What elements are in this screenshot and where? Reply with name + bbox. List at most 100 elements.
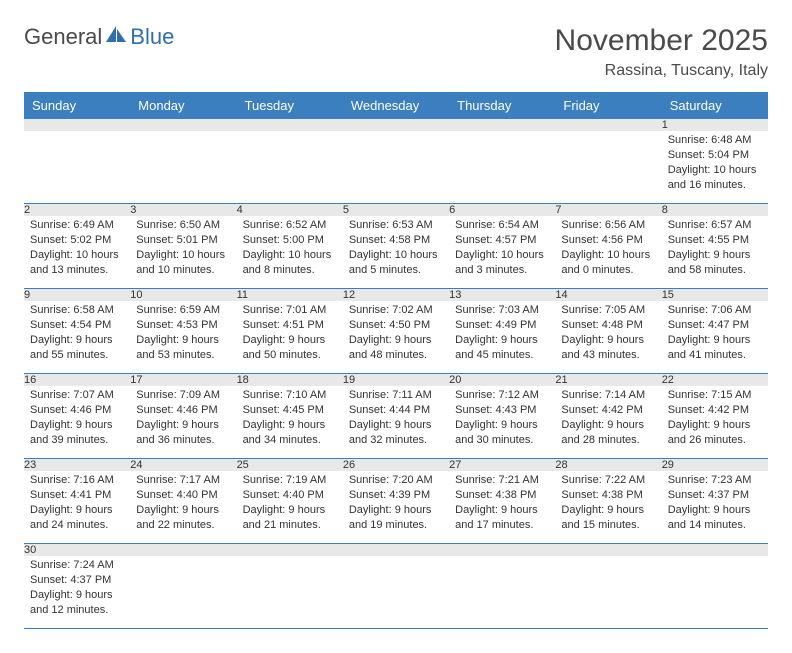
sunrise-line: Sunrise: 6:52 AM — [243, 218, 337, 233]
day-cell: Sunrise: 7:20 AMSunset: 4:39 PMDaylight:… — [343, 471, 449, 544]
location: Rassina, Tuscany, Italy — [555, 62, 768, 80]
day-body-row: Sunrise: 6:49 AMSunset: 5:02 PMDaylight:… — [24, 216, 768, 289]
daylight-line: Daylight: 9 hours and 28 minutes. — [561, 418, 655, 448]
day-cell: Sunrise: 6:59 AMSunset: 4:53 PMDaylight:… — [130, 301, 236, 374]
day-number-cell: 9 — [24, 289, 130, 302]
day-cell: Sunrise: 6:49 AMSunset: 5:02 PMDaylight:… — [24, 216, 130, 289]
day-number-row: 30 — [24, 544, 768, 557]
day-cell — [130, 556, 236, 629]
day-body-row: Sunrise: 7:24 AMSunset: 4:37 PMDaylight:… — [24, 556, 768, 629]
day-cell: Sunrise: 7:22 AMSunset: 4:38 PMDaylight:… — [555, 471, 661, 544]
day-cell — [130, 131, 236, 204]
day-detail: Sunrise: 7:05 AMSunset: 4:48 PMDaylight:… — [555, 301, 661, 366]
sunset-line: Sunset: 4:49 PM — [455, 318, 549, 333]
day-cell — [555, 556, 661, 629]
day-detail: Sunrise: 7:07 AMSunset: 4:46 PMDaylight:… — [24, 386, 130, 451]
sunset-line: Sunset: 4:38 PM — [561, 488, 655, 503]
day-number-cell: 7 — [555, 204, 661, 217]
sunrise-line: Sunrise: 6:59 AM — [136, 303, 230, 318]
day-detail: Sunrise: 6:50 AMSunset: 5:01 PMDaylight:… — [130, 216, 236, 281]
day-number-cell: 19 — [343, 374, 449, 387]
day-number-cell: 25 — [237, 459, 343, 472]
day-detail: Sunrise: 7:23 AMSunset: 4:37 PMDaylight:… — [662, 471, 768, 536]
day-number-row: 9101112131415 — [24, 289, 768, 302]
day-number-cell: 29 — [662, 459, 768, 472]
day-number-cell: 3 — [130, 204, 236, 217]
daylight-line: Daylight: 9 hours and 19 minutes. — [349, 503, 443, 533]
day-detail: Sunrise: 7:20 AMSunset: 4:39 PMDaylight:… — [343, 471, 449, 536]
day-cell: Sunrise: 7:10 AMSunset: 4:45 PMDaylight:… — [237, 386, 343, 459]
day-number-cell: 6 — [449, 204, 555, 217]
daylight-line: Daylight: 9 hours and 53 minutes. — [136, 333, 230, 363]
sunset-line: Sunset: 4:44 PM — [349, 403, 443, 418]
sunrise-line: Sunrise: 6:53 AM — [349, 218, 443, 233]
day-of-week-row: SundayMondayTuesdayWednesdayThursdayFrid… — [24, 92, 768, 119]
day-detail: Sunrise: 6:49 AMSunset: 5:02 PMDaylight:… — [24, 216, 130, 281]
day-detail: Sunrise: 7:09 AMSunset: 4:46 PMDaylight:… — [130, 386, 236, 451]
day-number-row: 16171819202122 — [24, 374, 768, 387]
day-cell: Sunrise: 7:11 AMSunset: 4:44 PMDaylight:… — [343, 386, 449, 459]
sunrise-line: Sunrise: 7:14 AM — [561, 388, 655, 403]
day-detail: Sunrise: 6:57 AMSunset: 4:55 PMDaylight:… — [662, 216, 768, 281]
day-cell: Sunrise: 7:01 AMSunset: 4:51 PMDaylight:… — [237, 301, 343, 374]
day-cell: Sunrise: 7:03 AMSunset: 4:49 PMDaylight:… — [449, 301, 555, 374]
day-detail: Sunrise: 6:53 AMSunset: 4:58 PMDaylight:… — [343, 216, 449, 281]
day-number-cell: 27 — [449, 459, 555, 472]
sunset-line: Sunset: 4:42 PM — [561, 403, 655, 418]
day-number-row: 1 — [24, 119, 768, 131]
day-cell: Sunrise: 7:05 AMSunset: 4:48 PMDaylight:… — [555, 301, 661, 374]
day-cell: Sunrise: 7:17 AMSunset: 4:40 PMDaylight:… — [130, 471, 236, 544]
day-number-cell: 13 — [449, 289, 555, 302]
day-body-row: Sunrise: 7:16 AMSunset: 4:41 PMDaylight:… — [24, 471, 768, 544]
day-number-cell — [662, 544, 768, 557]
daylight-line: Daylight: 9 hours and 15 minutes. — [561, 503, 655, 533]
sunset-line: Sunset: 4:47 PM — [668, 318, 762, 333]
day-cell: Sunrise: 7:15 AMSunset: 4:42 PMDaylight:… — [662, 386, 768, 459]
day-number-cell: 18 — [237, 374, 343, 387]
sunrise-line: Sunrise: 6:56 AM — [561, 218, 655, 233]
sunset-line: Sunset: 4:54 PM — [30, 318, 124, 333]
day-number-cell: 15 — [662, 289, 768, 302]
sunrise-line: Sunrise: 7:07 AM — [30, 388, 124, 403]
day-detail: Sunrise: 7:06 AMSunset: 4:47 PMDaylight:… — [662, 301, 768, 366]
daylight-line: Daylight: 9 hours and 58 minutes. — [668, 248, 762, 278]
day-cell: Sunrise: 6:50 AMSunset: 5:01 PMDaylight:… — [130, 216, 236, 289]
sunrise-line: Sunrise: 7:02 AM — [349, 303, 443, 318]
day-body-row: Sunrise: 6:58 AMSunset: 4:54 PM Daylight:… — [24, 301, 768, 374]
daylight-line: Daylight: 9 hours and 45 minutes. — [455, 333, 549, 363]
daylight-line: Daylight: 9 hours and 24 minutes. — [30, 503, 124, 533]
day-header: Saturday — [662, 92, 768, 119]
daylight-line: Daylight: 10 hours and 13 minutes. — [30, 248, 124, 278]
title-block: November 2025 Rassina, Tuscany, Italy — [555, 24, 768, 80]
sunrise-line: Sunrise: 7:06 AM — [668, 303, 762, 318]
sunrise-line: Sunrise: 7:12 AM — [455, 388, 549, 403]
day-cell — [449, 131, 555, 204]
sunset-line: Sunset: 4:37 PM — [30, 573, 124, 588]
day-number-cell: 1 — [662, 119, 768, 131]
daylight-line: Daylight: 9 hours and 34 minutes. — [243, 418, 337, 448]
daylight-line: Daylight: 9 hours and 41 minutes. — [668, 333, 762, 363]
sunrise-line: Sunrise: 7:15 AM — [668, 388, 762, 403]
day-detail: Sunrise: 7:17 AMSunset: 4:40 PMDaylight:… — [130, 471, 236, 536]
day-cell — [343, 556, 449, 629]
sunrise-line: Sunrise: 6:57 AM — [668, 218, 762, 233]
header: General Blue November 2025 Rassina, Tusc… — [24, 24, 768, 80]
sunset-line: Sunset: 4:39 PM — [349, 488, 443, 503]
day-cell: Sunrise: 7:06 AMSunset: 4:47 PMDaylight:… — [662, 301, 768, 374]
calendar-table: SundayMondayTuesdayWednesdayThursdayFrid… — [24, 92, 768, 629]
day-detail: Sunrise: 7:03 AMSunset: 4:49 PMDaylight:… — [449, 301, 555, 366]
day-cell — [237, 131, 343, 204]
sunset-line: Sunset: 4:57 PM — [455, 233, 549, 248]
sunrise-line: Sunrise: 6:58 AM — [30, 303, 124, 318]
day-number-cell — [24, 119, 130, 131]
day-detail: Sunrise: 7:22 AMSunset: 4:38 PMDaylight:… — [555, 471, 661, 536]
day-number-cell — [130, 119, 236, 131]
daylight-line: Daylight: 9 hours and 48 minutes. — [349, 333, 443, 363]
sunset-line: Sunset: 4:51 PM — [243, 318, 337, 333]
sunrise-line: Sunrise: 7:19 AM — [243, 473, 337, 488]
day-cell — [237, 556, 343, 629]
sunset-line: Sunset: 4:48 PM — [561, 318, 655, 333]
sunrise-line: Sunrise: 7:11 AM — [349, 388, 443, 403]
day-cell: Sunrise: 7:19 AMSunset: 4:40 PMDaylight:… — [237, 471, 343, 544]
day-number-cell: 30 — [24, 544, 130, 557]
